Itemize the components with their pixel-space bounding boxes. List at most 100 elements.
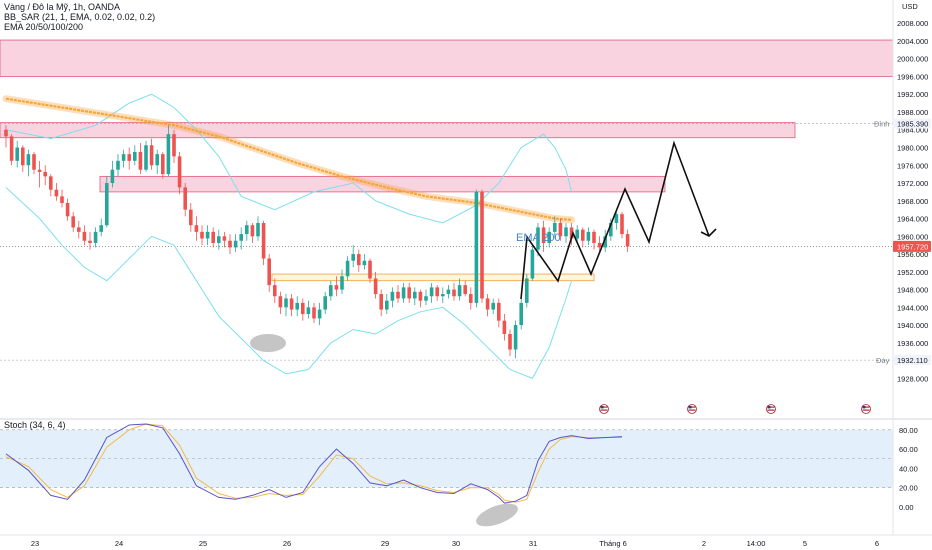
candle-body (413, 291, 417, 299)
candle-body (329, 285, 333, 297)
candle-body (21, 147, 25, 166)
candle-body (166, 134, 171, 175)
candle-body (121, 154, 126, 161)
candle-body (569, 227, 574, 239)
candle-body (553, 222, 557, 232)
candle-body (9, 136, 14, 161)
candle-body (357, 254, 361, 266)
candle-body (480, 191, 484, 299)
zone-upper-supply (0, 39, 894, 77)
stoch-tick-label: 60.00 (899, 445, 918, 454)
zone-support (271, 273, 595, 282)
us-flag-icon (766, 404, 776, 414)
candle-body (407, 287, 411, 299)
candle-body (317, 309, 322, 319)
candle-body (581, 229, 585, 241)
candle-body (256, 222, 260, 237)
candle-body (138, 151, 143, 170)
stoch-tick-label: 20.00 (899, 484, 918, 493)
time-tick-label: 6 (875, 539, 879, 548)
zone-mid-resistance (99, 175, 666, 193)
candle-body (620, 214, 624, 235)
forecast-arrowhead (700, 228, 717, 237)
candle-body (485, 298, 490, 310)
candle-body (15, 147, 19, 161)
price-tick-label: 1960.000 (897, 232, 928, 241)
price-tick-label: 1928.000 (897, 374, 928, 383)
time-tick-label: 30 (452, 539, 460, 548)
candle-body (49, 176, 53, 190)
candle-body (502, 320, 507, 334)
economic-events (599, 404, 871, 414)
bb-sar-legend[interactable]: BB_SAR (21, 1, EMA, 0.02, 0.02, 0.2) (4, 12, 156, 22)
candle-body (149, 145, 154, 166)
price-tick-label: 1948.000 (897, 286, 928, 295)
stoch-legend[interactable]: Stoch (34, 6, 4) (4, 420, 66, 430)
candle-body (161, 154, 165, 175)
us-flag-icon (687, 404, 697, 414)
candle-body (362, 260, 367, 266)
us-flag-icon (861, 404, 871, 414)
price-tick-label: 1972.000 (897, 179, 928, 188)
candle-body (519, 302, 523, 326)
candle-body (183, 187, 187, 210)
candle-body (373, 278, 378, 295)
zone-top-resistance (0, 122, 796, 139)
high-label: Đỉnh (874, 120, 889, 129)
candle-body (536, 227, 540, 250)
time-tick-label: 23 (31, 539, 39, 548)
candle-body (592, 231, 596, 243)
price-tick-label: 1980.000 (897, 144, 928, 153)
time-tick-label: 25 (199, 539, 207, 548)
candle-body (558, 222, 563, 237)
price-tick-label: 1992.000 (897, 90, 928, 99)
candle-body (564, 227, 568, 237)
candle-body (306, 307, 311, 314)
candle-body (60, 196, 64, 203)
low-tag (893, 355, 931, 366)
candle-body (245, 225, 249, 235)
candle-body (144, 145, 148, 170)
candle-body (614, 214, 619, 223)
candle-body (116, 160, 120, 170)
stoch-tick-label: 0.00 (899, 503, 914, 512)
time-tick-label: 26 (283, 539, 291, 548)
high-tag (893, 118, 931, 129)
forecast-zigzag (520, 140, 717, 300)
ema-legend[interactable]: EMA 20/50/100/200 (4, 22, 84, 32)
stoch-k-line (5, 423, 623, 504)
candle-body (222, 236, 227, 241)
stoch-tick-label: 40.00 (899, 464, 918, 473)
candle-body (133, 151, 137, 161)
candle-body (301, 302, 305, 314)
high-value: 1985.390 (897, 120, 928, 129)
time-tick-label: 14:00 (747, 539, 766, 548)
time-tick-label: 2 (702, 539, 706, 548)
candle-body (452, 289, 456, 297)
candle-body (32, 154, 36, 170)
candle-body (194, 225, 199, 232)
candle-body (441, 294, 445, 297)
candle-body (323, 296, 327, 310)
ema-200 (5, 97, 572, 221)
candle-body (110, 169, 115, 184)
symbol-legend[interactable]: Vàng / Đô la Mỹ, 1h, OANDA (4, 2, 121, 12)
candle-body (261, 222, 266, 259)
candle-body (88, 240, 92, 243)
candle-body (418, 291, 423, 301)
low-value: 1932.110 (897, 356, 928, 365)
candle-body (463, 285, 467, 295)
candle-body (250, 225, 255, 237)
stochastic-panel (0, 418, 932, 504)
candle-body (385, 300, 389, 310)
candle-body (177, 156, 182, 188)
candle-body (71, 216, 75, 228)
candle-body (54, 189, 59, 197)
us-flag-icon (599, 404, 609, 414)
price-tick-label: 2004.000 (897, 37, 928, 46)
price-tick-label: 1968.000 (897, 197, 928, 206)
candle-body (586, 231, 591, 241)
candle-body (127, 154, 131, 161)
candle-body (497, 302, 501, 321)
